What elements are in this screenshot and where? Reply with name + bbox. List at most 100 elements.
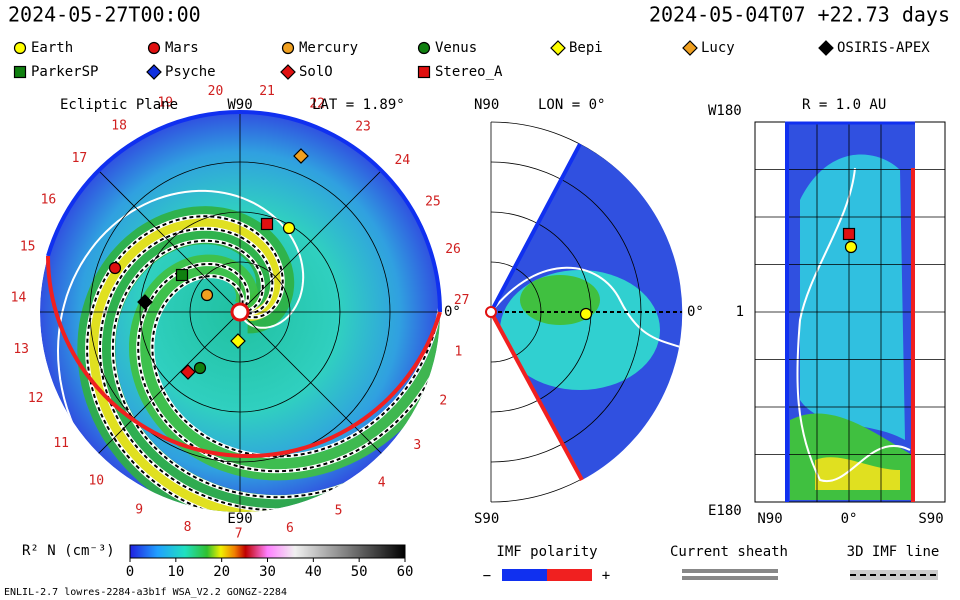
sun	[485, 306, 497, 318]
axis-label: E90	[227, 511, 252, 527]
carrington-label: 25	[425, 195, 441, 210]
colorbar	[129, 544, 406, 559]
spacecraft	[137, 294, 153, 310]
polarity-plus: +	[602, 568, 610, 584]
legend-label: ParkerSP	[31, 64, 98, 80]
carrington-label: 12	[28, 391, 44, 406]
legend-marker	[417, 65, 431, 79]
carrington-label: 4	[378, 475, 386, 490]
rim-east	[46, 255, 442, 458]
colorbar-tick-label: 30	[259, 564, 276, 580]
axis-label: 0°	[687, 304, 704, 320]
spacecraft	[108, 261, 122, 275]
sector-boundary	[796, 167, 911, 483]
legend-marker	[280, 64, 296, 80]
spacecraft	[579, 307, 593, 321]
legend-marker	[13, 65, 27, 79]
sun	[230, 302, 250, 322]
legend-label: OSIRIS-APEX	[837, 40, 930, 56]
axis-label: 1	[736, 304, 744, 320]
carrington-label: 10	[88, 474, 104, 489]
carrington-label: 27	[454, 293, 470, 308]
lat-label: LAT = 1.89°	[312, 97, 405, 113]
lon-label: LON = 0°	[538, 97, 605, 113]
legend-label: Stereo_A	[435, 64, 503, 80]
polarity-pos	[547, 569, 592, 581]
panel-title: Ecliptic Plane	[60, 97, 178, 113]
sector-boundary	[491, 266, 683, 351]
colorbar-tick-label: 50	[351, 564, 368, 580]
colorbar-label: R² N (cm⁻³)	[22, 543, 115, 559]
spacecraft	[282, 221, 296, 235]
axis-label: E180	[708, 503, 742, 519]
legend-label: Mercury	[299, 40, 358, 56]
carrington-label: 21	[259, 84, 275, 99]
rim-west	[46, 110, 442, 313]
carrington-label: 20	[208, 84, 224, 99]
carrington-label: 8	[184, 520, 192, 535]
axis-label: 0°	[841, 511, 858, 527]
legend-label: Earth	[31, 40, 73, 56]
polarity-minus: −	[483, 568, 491, 584]
carrington-label: 2	[439, 394, 447, 409]
imf-line-title: 3D IMF line	[847, 544, 940, 560]
spacecraft	[844, 240, 858, 254]
legend-label: Venus	[435, 40, 477, 56]
axis-label: S90	[474, 511, 499, 527]
carrington-label: 3	[413, 438, 421, 453]
density-patch	[800, 154, 905, 440]
axis-label: 0°	[444, 304, 461, 320]
legend-marker	[682, 40, 698, 56]
carrington-label: 9	[135, 502, 143, 517]
legend-marker	[550, 40, 566, 56]
spacecraft	[193, 361, 207, 375]
density-patch	[815, 457, 900, 490]
carrington-label: 14	[11, 290, 27, 305]
field-line	[137, 112, 440, 473]
colorbar-tick-label: 40	[305, 564, 322, 580]
legend-label: Psyche	[165, 64, 216, 80]
axis-label: N90	[474, 97, 499, 113]
axis-label: W90	[227, 97, 252, 113]
axis-label: W180	[708, 103, 742, 119]
carrington-label: 11	[53, 436, 69, 451]
carrington-label: 24	[395, 153, 411, 168]
spacecraft	[230, 333, 246, 349]
spacecraft	[293, 148, 309, 164]
footer: ENLIL-2.7 lowres-2284-a3b1f WSA_V2.2 GON…	[4, 587, 287, 598]
carrington-label: 7	[235, 526, 243, 541]
spacecraft	[180, 364, 196, 380]
edge-north	[489, 143, 582, 313]
carrington-label: 16	[41, 192, 57, 207]
legend-marker	[13, 41, 27, 55]
spacecraft	[175, 268, 189, 282]
carrington-label: 26	[445, 242, 461, 257]
legend-marker	[281, 41, 295, 55]
edge-south	[489, 311, 584, 481]
imf-title: IMF polarity	[496, 544, 597, 560]
axis-label: S90	[918, 511, 943, 527]
spacecraft	[842, 227, 856, 241]
carrington-label: 23	[355, 120, 371, 135]
legend-marker	[146, 64, 162, 80]
legend-marker	[147, 41, 161, 55]
carrington-label: 5	[335, 503, 343, 518]
colorbar-tick-label: 10	[167, 564, 184, 580]
carrington-label: 19	[157, 95, 173, 110]
carrington-label: 1	[454, 344, 462, 359]
radius-label: R = 1.0 AU	[802, 97, 886, 113]
carrington-label: 15	[20, 240, 36, 255]
legend-label: Lucy	[701, 40, 735, 56]
field-line	[111, 112, 440, 499]
legend-marker	[417, 41, 431, 55]
legend-marker	[818, 40, 834, 56]
sheath-title: Current sheath	[670, 544, 788, 560]
run-info: 2024-05-04T07 +22.73 days	[649, 3, 950, 27]
polarity-neg	[502, 569, 547, 581]
carrington-label: 13	[13, 342, 29, 357]
colorbar-tick-label: 60	[397, 564, 414, 580]
carrington-label: 6	[286, 521, 294, 536]
legend-label: Mars	[165, 40, 199, 56]
time: 2024-05-27T00:00	[8, 3, 201, 27]
